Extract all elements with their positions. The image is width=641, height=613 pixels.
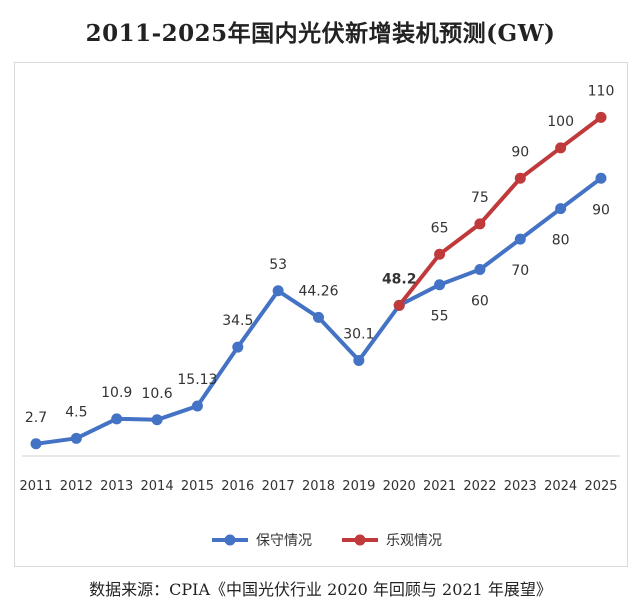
x-tick-label: 2024 xyxy=(544,479,577,494)
x-tick-label: 2013 xyxy=(100,479,133,494)
data-point-conservative xyxy=(474,264,486,275)
data-label: 70 xyxy=(511,263,529,279)
legend-entry: 保守情况 xyxy=(256,533,312,549)
chart-frame xyxy=(14,62,628,567)
data-label: 2.7 xyxy=(25,410,47,426)
series-line-optimistic xyxy=(397,115,603,307)
data-label: 75 xyxy=(471,190,489,206)
legend-entry: 乐观情况 xyxy=(386,533,442,549)
x-tick-label: 2017 xyxy=(262,479,295,494)
data-point-conservative xyxy=(30,438,42,450)
data-label: 15.13 xyxy=(177,372,217,388)
x-tick-label: 2015 xyxy=(181,479,214,494)
data-point-conservative xyxy=(434,279,446,291)
data-label: 90 xyxy=(592,202,610,218)
data-label: 53 xyxy=(269,257,287,273)
data-label: 90 xyxy=(511,144,529,160)
data-point-conservative xyxy=(272,285,284,297)
data-point-optimistic xyxy=(514,172,526,184)
data-point-conservative xyxy=(232,341,244,353)
x-tick-label: 2023 xyxy=(504,479,537,494)
data-point-conservative xyxy=(555,203,567,215)
data-label: 44.26 xyxy=(298,283,338,299)
data-point-conservative xyxy=(151,414,163,426)
data-label: 48.2 xyxy=(382,271,417,287)
data-point-conservative xyxy=(191,400,203,412)
data-label: 30.1 xyxy=(343,326,374,342)
data-point-conservative xyxy=(313,311,324,323)
data-label: 110 xyxy=(588,83,615,99)
data-label: 60 xyxy=(471,294,489,310)
x-tick-label: 2012 xyxy=(60,479,93,494)
x-tick-label: 2022 xyxy=(463,479,496,494)
series-line-conservative xyxy=(35,176,603,446)
data-label: 10.6 xyxy=(141,386,172,402)
legend-marker xyxy=(224,534,236,546)
data-label: 10.9 xyxy=(101,385,132,401)
x-tick-label: 2021 xyxy=(423,479,456,494)
data-label: 80 xyxy=(552,233,570,249)
legend-marker xyxy=(354,534,366,546)
data-label: 65 xyxy=(431,220,449,236)
x-tick-label: 2025 xyxy=(584,479,617,494)
data-point-conservative xyxy=(514,233,526,245)
x-tick-label: 2020 xyxy=(383,479,416,494)
x-tick-label: 2011 xyxy=(19,479,52,494)
data-point-conservative xyxy=(353,354,365,366)
data-point-optimistic xyxy=(555,142,567,154)
data-label: 4.5 xyxy=(65,404,87,420)
data-point-optimistic xyxy=(595,111,607,123)
data-point-optimistic xyxy=(474,218,486,230)
data-point-optimistic xyxy=(393,299,405,311)
data-point-conservative xyxy=(111,413,123,425)
x-tick-label: 2016 xyxy=(221,479,254,494)
data-point-conservative xyxy=(595,172,607,184)
x-tick-label: 2018 xyxy=(302,479,335,494)
data-label: 100 xyxy=(547,114,574,130)
data-label: 55 xyxy=(431,309,449,325)
data-point-conservative xyxy=(70,432,82,444)
data-point-optimistic xyxy=(434,248,446,260)
data-source-note: 数据来源：CPIA《中国光伏行业 2020 年回顾与 2021 年展望》 xyxy=(89,580,552,599)
x-tick-label: 2019 xyxy=(342,479,375,494)
data-label: 34.5 xyxy=(222,313,253,329)
chart-title: 2011-2025年国内光伏新增装机预测(GW) xyxy=(85,20,556,47)
x-tick-label: 2014 xyxy=(141,479,174,494)
